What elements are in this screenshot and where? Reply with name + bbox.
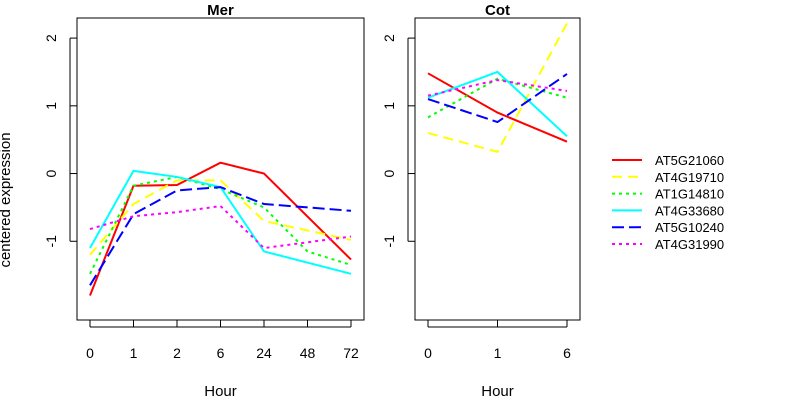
panel-cot: Cot 0 1 6 -1 0 1 2 Hour (381, 2, 581, 400)
series-line-at4g31990 (427, 79, 568, 97)
legend-label-at4g31990: AT4G31990 (655, 237, 724, 252)
series-line-at1g14810 (89, 175, 352, 275)
series-line-at5g10240 (427, 73, 568, 124)
y-tick-label-cot: -1 (381, 235, 397, 248)
series-line-at5g21060 (427, 72, 568, 143)
y-tick-label-mer: -1 (43, 235, 59, 248)
y-tick-label-mer: 1 (43, 102, 59, 110)
x-tick-label-cot: 6 (563, 345, 571, 361)
y-tick-label-cot: 2 (381, 34, 397, 42)
chart-title-cot: Cot (485, 2, 510, 19)
series-line-at5g21060 (89, 161, 352, 296)
plot-frame-mer (76, 17, 365, 321)
chart-title-mer: Mer (207, 2, 234, 19)
y-tick-label-cot: 1 (381, 102, 397, 110)
x-axis-label-cot: Hour (481, 383, 514, 400)
legend-label-at5g10240: AT5G10240 (655, 220, 724, 235)
x-tick-label-mer: 2 (173, 345, 181, 361)
legend-label-at1g14810: AT1G14810 (655, 187, 724, 202)
series-line-at1g14810 (427, 77, 568, 119)
x-tick-label-cot: 1 (494, 345, 502, 361)
series-line-at5g10240 (89, 186, 352, 286)
x-tick-label-mer: 6 (217, 345, 225, 361)
legend-label-at4g19710: AT4G19710 (655, 170, 724, 185)
x-axis-label-mer: Hour (204, 383, 237, 400)
x-tick-label-mer: 72 (343, 345, 359, 361)
y-tick-label-mer: 2 (43, 34, 59, 42)
shared-y-axis-label: centered expression (0, 132, 14, 267)
x-tick-label-mer: 48 (300, 345, 316, 361)
series-line-at4g31990 (89, 204, 352, 250)
series-line-at4g19710 (89, 179, 352, 256)
series-line-at4g19710 (427, 22, 568, 154)
x-tick-label-mer: 0 (86, 345, 94, 361)
series-line-at4g33680 (89, 169, 352, 275)
panel-mer: Mer 0 1 2 6 24 48 72 -1 0 1 2 Hour (43, 2, 365, 400)
x-tick-label-cot: 0 (424, 345, 432, 361)
legend-label-at5g21060: AT5G21060 (655, 153, 724, 168)
legend-label-at4g33680: AT4G33680 (655, 203, 724, 218)
y-tick-label-cot: 0 (381, 169, 397, 177)
y-tick-label-mer: 0 (43, 169, 59, 177)
x-tick-label-mer: 1 (130, 345, 138, 361)
x-tick-label-mer: 24 (256, 345, 272, 361)
plot-frame-cot (414, 17, 581, 321)
series-line-at4g33680 (427, 70, 568, 138)
